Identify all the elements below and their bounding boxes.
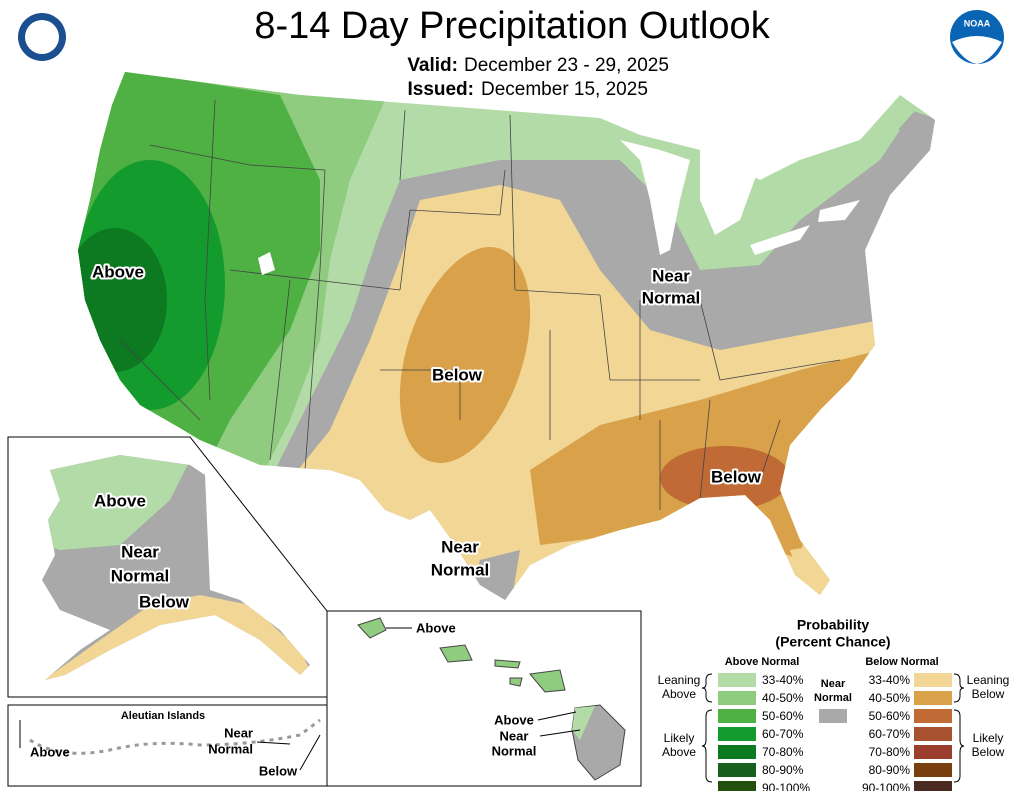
legend-bin-label: 33-40% bbox=[762, 673, 804, 687]
aleutian-label: Above bbox=[30, 744, 70, 759]
hawaii-label: Above bbox=[494, 712, 534, 727]
aleutian-title: Aleutian Islands bbox=[121, 710, 205, 722]
legend-group: Below bbox=[972, 687, 1005, 701]
legend-group: Below bbox=[972, 745, 1005, 759]
legend-bin-label: 90-100% bbox=[762, 781, 810, 791]
legend-swatch bbox=[718, 673, 756, 687]
legend-swatch bbox=[718, 709, 756, 723]
aleutian-label: Near bbox=[224, 725, 253, 740]
hawaii-label: Above bbox=[416, 620, 456, 635]
legend-header: Above Normal bbox=[725, 656, 800, 668]
region-label: Normal bbox=[431, 560, 490, 579]
legend: Probability (Percent Chance) Above Norma… bbox=[658, 617, 1010, 791]
legend-bin-label: 70-80% bbox=[762, 745, 804, 759]
legend-bin-label: 90-100% bbox=[862, 781, 910, 791]
region-label: Above bbox=[92, 262, 144, 281]
aleutian-islands bbox=[29, 718, 321, 755]
alaska-label: Above bbox=[94, 491, 146, 510]
legend-bin-label: 33-40% bbox=[869, 673, 911, 687]
great-lakes bbox=[620, 110, 860, 255]
legend-swatch bbox=[718, 781, 756, 791]
island bbox=[357, 617, 387, 639]
alaska-label: Below bbox=[139, 592, 190, 611]
legend-group: Leaning bbox=[658, 673, 701, 687]
aleutian-label: Normal bbox=[208, 741, 253, 756]
island bbox=[439, 644, 473, 663]
legend-swatch bbox=[914, 709, 952, 723]
region-label: Below bbox=[432, 365, 483, 384]
title: 8-14 Day Precipitation Outlook bbox=[254, 5, 770, 47]
legend-bin-label: 80-90% bbox=[762, 763, 804, 777]
legend-header: Below Normal bbox=[865, 656, 938, 668]
leader-line bbox=[256, 741, 291, 745]
legend-bin-label: 70-80% bbox=[869, 745, 911, 759]
alaska-label: Normal bbox=[111, 566, 170, 585]
region-label: Normal bbox=[642, 288, 701, 307]
legend-bin-label: 40-50% bbox=[869, 691, 911, 705]
island bbox=[494, 659, 566, 693]
legend-brace bbox=[701, 673, 713, 783]
noaa-logo-wave bbox=[952, 36, 1002, 64]
legend-swatch bbox=[819, 709, 847, 723]
issued-label: Issued: bbox=[407, 79, 474, 100]
legend-swatch bbox=[914, 781, 952, 791]
hawaii-frame bbox=[326, 610, 642, 787]
leader-line bbox=[299, 734, 321, 771]
legend-swatch bbox=[914, 727, 952, 741]
legend-group: Leaning bbox=[967, 673, 1010, 687]
hawaii-label: Near bbox=[500, 728, 529, 743]
legend-bin-label: 50-60% bbox=[869, 709, 911, 723]
legend-swatch bbox=[914, 673, 952, 687]
legend-bin-label: 60-70% bbox=[762, 727, 804, 741]
legend-near: Near bbox=[821, 678, 846, 690]
legend-brace bbox=[953, 673, 965, 783]
legend-bin-label: 50-60% bbox=[762, 709, 804, 723]
legend-near: Normal bbox=[814, 692, 852, 704]
legend-bin-label: 80-90% bbox=[869, 763, 911, 777]
legend-group: Likely bbox=[664, 731, 695, 745]
noaa-logo-text: NOAA bbox=[964, 18, 991, 28]
legend-group: Above bbox=[662, 687, 696, 701]
legend-swatch bbox=[914, 763, 952, 777]
legend-bin-label: 40-50% bbox=[762, 691, 804, 705]
issued-date: December 15, 2025 bbox=[481, 79, 648, 100]
valid-dates: December 23 - 29, 2025 bbox=[464, 55, 669, 76]
hawaii-label: Normal bbox=[492, 743, 537, 758]
legend-swatch bbox=[914, 691, 952, 705]
region-label: Below bbox=[711, 467, 762, 486]
legend-subtitle: (Percent Chance) bbox=[775, 634, 890, 650]
legend-bin-label: 60-70% bbox=[869, 727, 911, 741]
island bbox=[572, 706, 595, 740]
aleutian-label: Below bbox=[259, 763, 298, 778]
legend-swatch bbox=[718, 727, 756, 741]
legend-swatch bbox=[914, 745, 952, 759]
alaska-frame bbox=[7, 436, 328, 698]
alaska-map bbox=[42, 455, 310, 680]
alaska-label: Near bbox=[121, 542, 159, 561]
legend-swatch bbox=[718, 763, 756, 777]
salt-lake bbox=[258, 252, 275, 275]
leader-line bbox=[537, 711, 581, 737]
region-label: Near bbox=[441, 537, 479, 556]
doc-seal-inner bbox=[25, 20, 59, 54]
legend-title: Probability bbox=[797, 617, 870, 633]
legend-swatch bbox=[718, 691, 756, 705]
region-label: Near bbox=[652, 266, 690, 285]
valid-label: Valid: bbox=[407, 55, 458, 76]
legend-group: Likely bbox=[973, 731, 1004, 745]
legend-group: Above bbox=[662, 745, 696, 759]
legend-swatch bbox=[718, 745, 756, 759]
